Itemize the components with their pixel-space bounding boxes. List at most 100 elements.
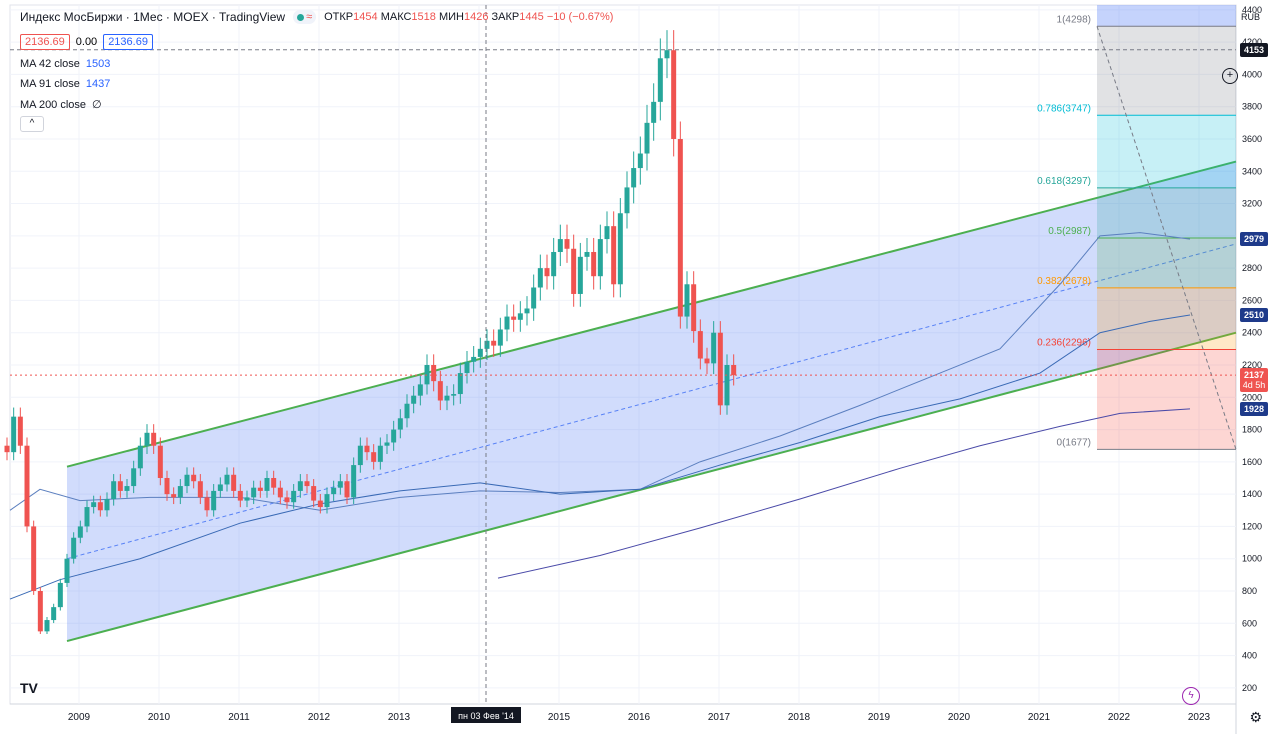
y-tick-label: 4200 <box>1242 37 1262 47</box>
candle-body <box>511 316 517 320</box>
y-tick-label: 4400 <box>1242 5 1262 15</box>
price-axis-label: 2979 <box>1240 232 1268 247</box>
candle-body <box>124 486 130 491</box>
candle-body <box>531 287 537 309</box>
candle-body <box>291 490 297 503</box>
candle-body <box>484 340 490 349</box>
candle-body <box>4 445 10 453</box>
candle-body <box>704 358 710 364</box>
candle-body <box>64 558 70 583</box>
cursor-date-label: пн 03 Фев '14 <box>458 711 514 721</box>
candle-body <box>417 384 423 396</box>
y-tick-label: 800 <box>1242 586 1257 596</box>
candle-body <box>251 487 257 498</box>
chart-title: Индекс МосБиржи · 1Мес · MOEX · TradingV… <box>20 10 286 24</box>
candle-body <box>557 239 563 252</box>
tradingview-logo: TV <box>20 680 38 696</box>
candle-body <box>644 122 650 154</box>
plot-area <box>9 4 1237 705</box>
candle-body <box>57 582 63 608</box>
candle-body <box>691 284 697 332</box>
candle-body <box>157 445 163 478</box>
candle-body <box>437 381 443 401</box>
fib-zone <box>1097 349 1236 450</box>
candle-body <box>277 487 283 498</box>
y-tick-label: 3600 <box>1242 134 1262 144</box>
trade-buttons: 2136.69 0.00 2136.69 <box>20 34 153 50</box>
candle-body <box>604 226 610 240</box>
candle-body <box>551 251 557 277</box>
price-axis-label: 2510 <box>1240 307 1268 322</box>
indicator-ma91[interactable]: MA 91 close 1437 <box>20 78 111 90</box>
candle-body <box>217 484 223 491</box>
candle-body <box>84 507 90 527</box>
candle-body <box>197 481 203 498</box>
candle-body <box>544 268 550 277</box>
candle-body <box>624 187 630 214</box>
candle-body <box>471 356 477 362</box>
candle-body <box>584 251 590 257</box>
candle-body <box>144 432 150 446</box>
candle-body <box>611 226 617 285</box>
y-tick-label: 200 <box>1242 683 1257 693</box>
lightning-icon[interactable]: ϟ <box>1182 687 1200 705</box>
add-alert-icon[interactable]: + <box>1222 68 1238 84</box>
y-tick-label: 2400 <box>1242 328 1262 338</box>
candle-body <box>657 58 663 102</box>
y-tick-label: 1400 <box>1242 489 1262 499</box>
candle-body <box>491 340 497 346</box>
candle-body <box>137 445 143 469</box>
y-tick-label: 2200 <box>1242 360 1262 370</box>
candle-body <box>164 477 170 495</box>
buy-button[interactable]: 2136.69 <box>103 34 153 50</box>
candle-body <box>384 442 390 446</box>
candle-body <box>257 487 263 491</box>
x-tick-label: 2010 <box>148 712 171 723</box>
y-tick-label: 3400 <box>1242 166 1262 176</box>
y-tick-label: 2600 <box>1242 295 1262 305</box>
x-tick-label: 2012 <box>308 712 331 723</box>
candle-body <box>97 502 103 511</box>
y-tick-label: 1600 <box>1242 457 1262 467</box>
fib-level-label: 0.786(3747) <box>1037 103 1091 114</box>
candle-body <box>571 248 577 294</box>
candle-body <box>151 432 157 446</box>
candle-body <box>184 474 190 487</box>
x-tick-label: 2021 <box>1028 712 1051 723</box>
y-tick-label: 4000 <box>1242 69 1262 79</box>
x-tick-label: 2017 <box>708 712 731 723</box>
candle-body <box>617 213 623 285</box>
candle-body <box>304 481 310 487</box>
settings-gear-icon[interactable]: ⚙ <box>1249 709 1262 725</box>
candle-body <box>337 481 343 488</box>
cursor-date-box <box>451 707 521 723</box>
candle-body <box>464 361 470 374</box>
indicator-ma42[interactable]: MA 42 close 1503 <box>20 58 111 70</box>
fib-trend-line <box>1096 26 1237 450</box>
fib-level-label: 0.618(3297) <box>1037 176 1091 187</box>
candle-body <box>11 416 17 453</box>
candle-body <box>404 403 410 419</box>
candle-body <box>344 481 350 498</box>
candle-body <box>431 364 437 382</box>
candle-body <box>131 468 137 487</box>
fib-top-zone <box>1097 5 1236 27</box>
channel-lower-line <box>66 331 1237 643</box>
collapse-legend-button[interactable]: ^ <box>20 116 44 132</box>
candle-body <box>237 490 243 501</box>
candle-body <box>677 138 683 317</box>
candle-body <box>297 481 303 491</box>
fib-level-label: 0(1677) <box>1057 437 1091 448</box>
candle-body <box>284 497 290 503</box>
ma91-line <box>9 314 1191 600</box>
candle-body <box>371 452 377 462</box>
sell-button[interactable]: 2136.69 <box>20 34 70 50</box>
candle-body <box>524 308 530 314</box>
x-tick-label: 2016 <box>628 712 651 723</box>
indicator-ma200[interactable]: MA 200 close ∅ <box>20 99 102 111</box>
candle-body <box>597 239 603 277</box>
status-toggle[interactable]: ≈ <box>293 10 317 24</box>
candle-body <box>671 50 677 139</box>
candle-body <box>497 329 503 346</box>
